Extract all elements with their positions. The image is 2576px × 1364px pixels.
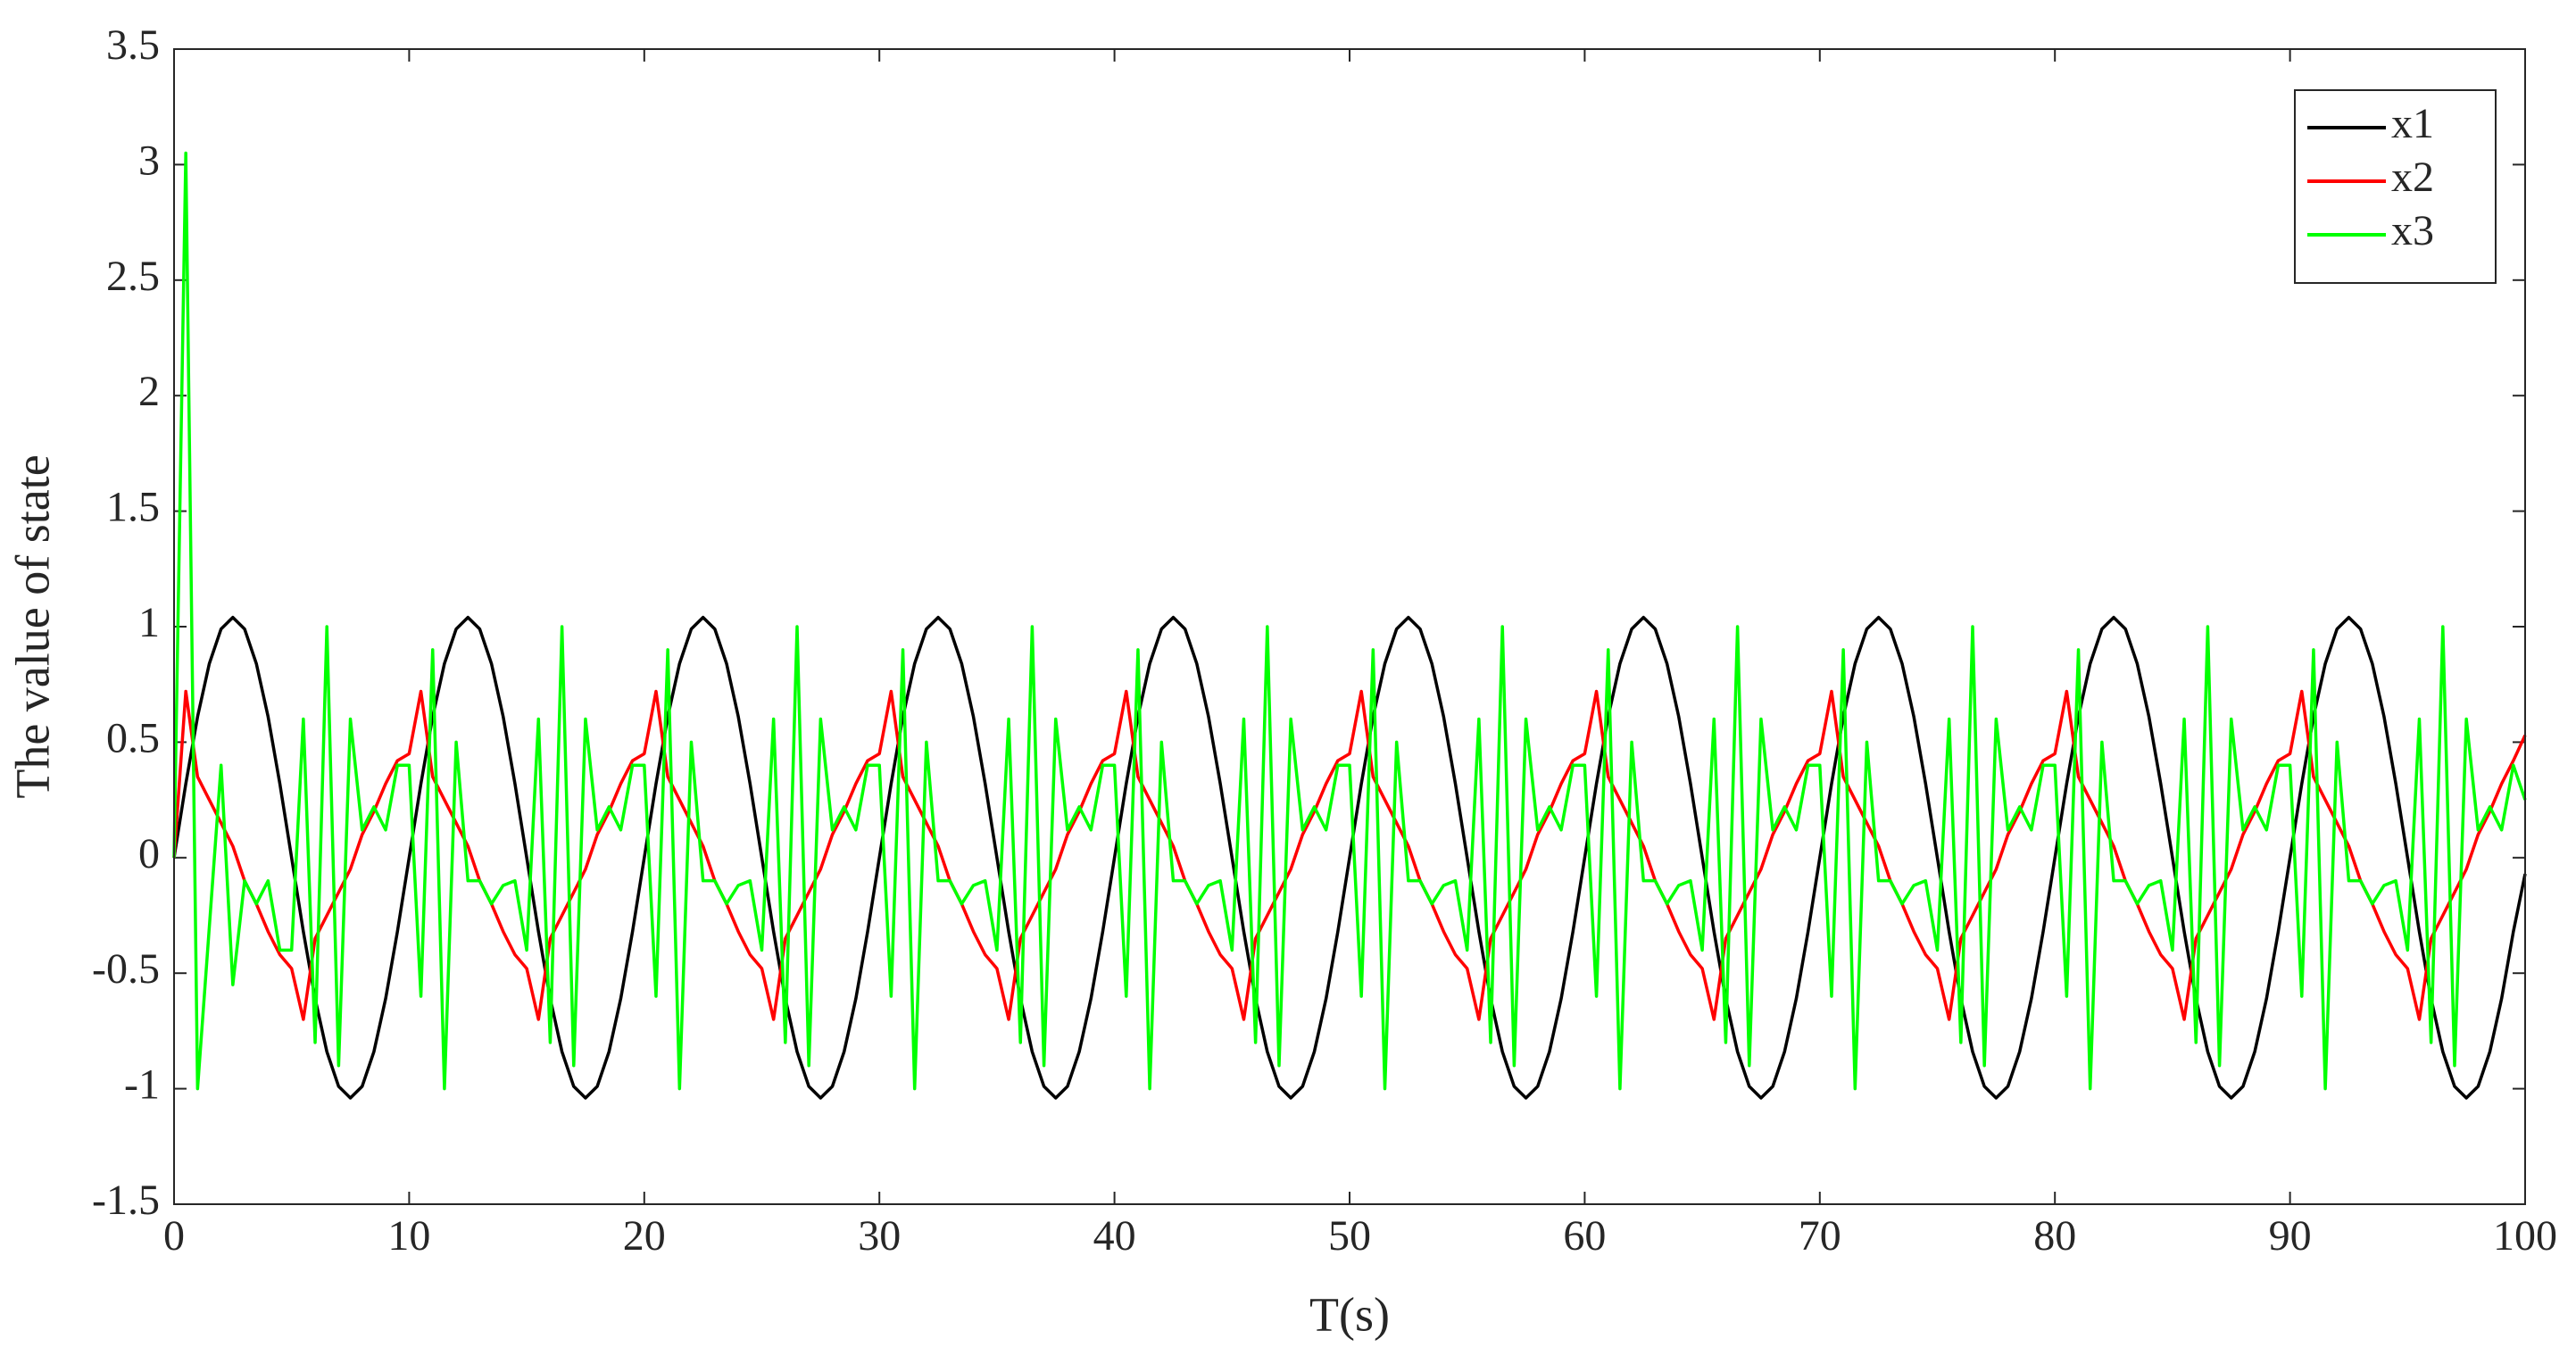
series-line bbox=[172, 615, 2527, 1100]
y-tick-label: 0 bbox=[138, 830, 160, 877]
legend-label: x2 bbox=[2391, 154, 2434, 201]
y-tick-label: -0.5 bbox=[92, 945, 160, 993]
legend-label: x3 bbox=[2391, 207, 2434, 254]
y-tick-label: -1.5 bbox=[92, 1177, 160, 1224]
y-tick-label: -1 bbox=[124, 1061, 160, 1109]
y-tick-label: 3.5 bbox=[106, 21, 160, 69]
y-tick-label: 3 bbox=[138, 137, 160, 184]
x-axis-label: T(s) bbox=[1309, 1287, 1390, 1341]
x-tick-label: 90 bbox=[2269, 1212, 2312, 1260]
x-tick-label: 0 bbox=[163, 1212, 185, 1260]
series-line bbox=[172, 151, 2527, 1091]
plot-frame bbox=[173, 48, 2526, 1205]
x-tick-label: 20 bbox=[623, 1212, 666, 1260]
x-tick-label: 50 bbox=[1328, 1212, 1371, 1260]
x-tick-label: 40 bbox=[1093, 1212, 1136, 1260]
x-tick-label: 10 bbox=[387, 1212, 430, 1260]
y-axis-label: The value of state bbox=[5, 454, 59, 798]
y-tick-label: 2 bbox=[138, 368, 160, 415]
legend-box bbox=[2294, 89, 2497, 284]
y-tick-label: 2.5 bbox=[106, 253, 160, 300]
x-tick-label: 30 bbox=[858, 1212, 901, 1260]
x-tick-label: 70 bbox=[1799, 1212, 1841, 1260]
y-tick-label: 1 bbox=[138, 599, 160, 646]
y-tick-label: 0.5 bbox=[106, 714, 160, 761]
x-tick-label: 80 bbox=[2033, 1212, 2076, 1260]
x-tick-label: 60 bbox=[1563, 1212, 1606, 1260]
x-tick-label: 100 bbox=[2493, 1212, 2557, 1260]
legend-label: x1 bbox=[2391, 100, 2434, 147]
y-tick-label: 1.5 bbox=[106, 484, 160, 531]
